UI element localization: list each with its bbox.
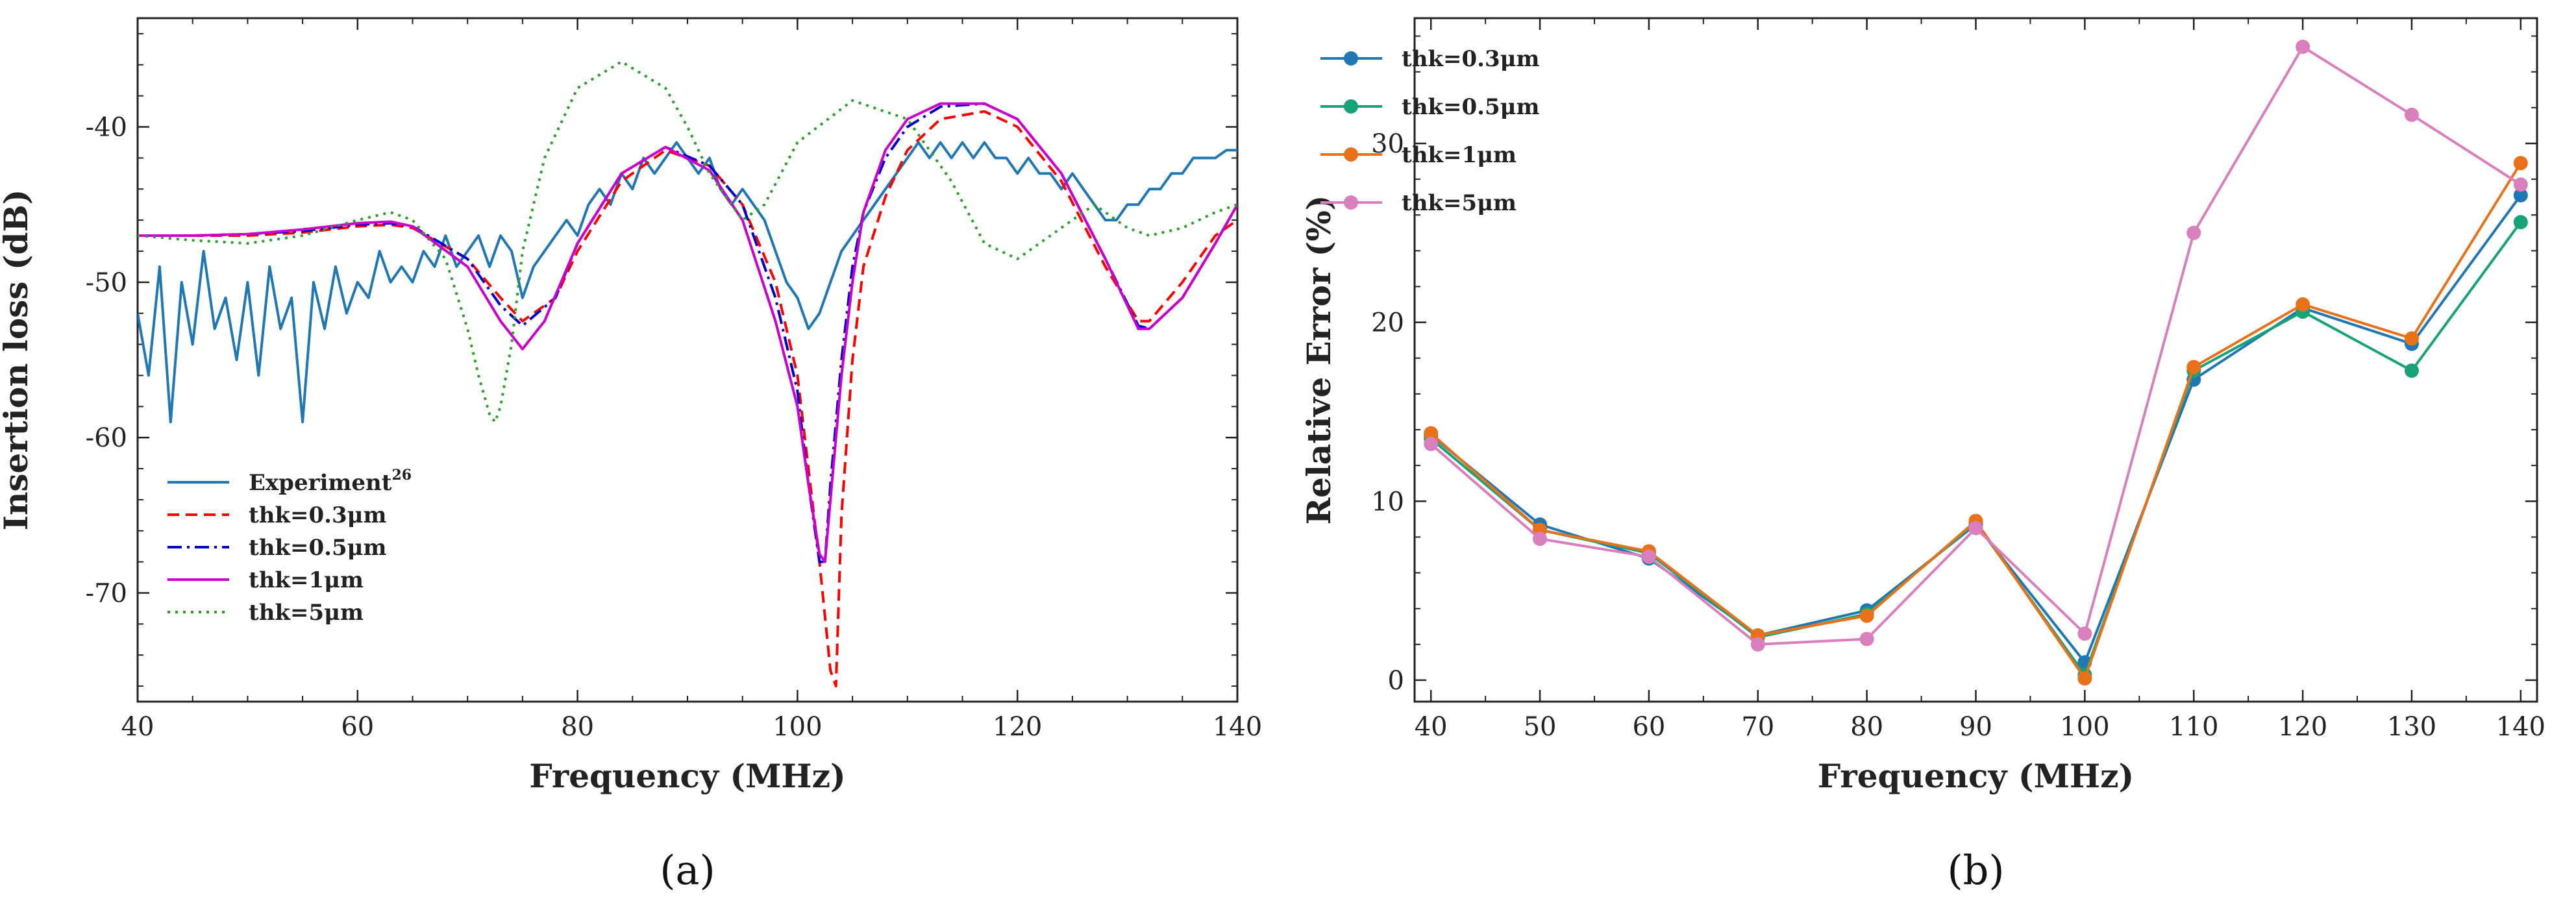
legend-label-text: thk=1μm	[1402, 142, 1517, 168]
data-point	[2404, 107, 2419, 122]
legend: thk=0.3μm thk=0.5μm thk=1μm thk=5μm	[1320, 46, 1540, 216]
legend-label-text: thk=0.5μm	[249, 535, 387, 561]
data-point	[2404, 331, 2419, 346]
legend-marker	[1344, 51, 1358, 66]
legend-label-text: Experiment	[249, 470, 392, 496]
legend-label-text: thk=5μm	[1402, 190, 1517, 216]
legend-label-text: thk=0.5μm	[1402, 94, 1540, 120]
legend-marker	[1344, 147, 1358, 162]
legend-label: thk=5μm	[1402, 190, 1517, 216]
legend-marker	[1344, 195, 1358, 210]
series-line-4	[138, 60, 1237, 424]
panel-b: 40 50 60 70 80 90 100 110 120 130 140 0 10 20 30 Freque…	[1288, 0, 2576, 910]
x-tick-label: 110	[2169, 712, 2218, 742]
x-axis-label: Frequency (MHz)	[1818, 757, 2134, 795]
x-tick-label: 40	[1415, 712, 1448, 742]
legend-label-text: thk=1μm	[249, 567, 364, 593]
x-tick-label: 60	[341, 712, 374, 742]
legend-label: thk=1μm	[1402, 142, 1517, 168]
data-point	[1533, 532, 1548, 547]
legend-label: thk=0.5μm	[1402, 94, 1540, 120]
y-tick-label: -60	[86, 423, 127, 453]
x-tick-label: 50	[1524, 712, 1557, 742]
data-point	[1968, 521, 1983, 535]
x-tick-label: 60	[1632, 712, 1665, 742]
series-line-3	[138, 102, 1237, 563]
plot-frame	[1413, 17, 2538, 703]
series-line-1	[1430, 221, 2522, 676]
x-tick-label: 140	[1213, 712, 1262, 742]
y-axis-label: Relative Error (%)	[1300, 195, 1338, 525]
x-tick-label: 120	[993, 712, 1042, 742]
legend-marker	[1344, 99, 1358, 114]
x-axis-label: Frequency (MHz)	[529, 757, 845, 795]
data-point	[1424, 426, 1439, 441]
data-point	[2077, 671, 2092, 686]
x-tick-label: 80	[561, 712, 594, 742]
x-tick-label: 80	[1850, 712, 1883, 742]
y-tick-label: 10	[1371, 487, 1404, 517]
data-point	[2513, 215, 2528, 230]
y-tick-label: -40	[86, 113, 127, 143]
legend-label-text: thk=0.3μm	[1402, 46, 1540, 72]
data-point	[2513, 156, 2528, 171]
x-tick-label: 100	[773, 712, 822, 742]
legend: Experiment26 thk=0.3μm thk=0.5μm thk=1μm thk…	[167, 467, 412, 626]
data-point	[2513, 177, 2528, 192]
data-point	[1859, 608, 1874, 623]
legend-label: thk=0.3μm	[1402, 46, 1540, 72]
legend-label-text: thk=5μm	[249, 600, 364, 626]
legend-label-superscript: 26	[391, 467, 412, 484]
legend-label: thk=5μm	[249, 600, 364, 626]
series-group	[138, 60, 1237, 688]
y-tick-label: 20	[1371, 308, 1404, 338]
data-point	[1424, 437, 1439, 452]
legend-label-text: thk=0.3μm	[249, 502, 387, 528]
series-line-3	[1430, 45, 2521, 646]
data-point	[1859, 632, 1874, 646]
x-tick-label: 90	[1959, 712, 1992, 742]
legend-label: Experiment26	[249, 467, 412, 496]
insertion-loss-chart: 40 60 80 100 120 140 -70 -60 -50 -40 Frequency (MH…	[0, 17, 1262, 894]
data-point	[1750, 637, 1765, 652]
relative-error-chart: 40 50 60 70 80 90 100 110 120 130 1400102030Freque…	[1300, 17, 2545, 894]
series-line-0	[138, 141, 1237, 424]
legend-label: thk=0.5μm	[249, 535, 387, 561]
panel-a: 40 60 80 100 120 140 -70 -60 -50 -40 Frequency (MH…	[0, 17, 1262, 894]
legend-label: thk=0.3μm	[249, 502, 387, 528]
panel-caption: (a)	[660, 846, 715, 894]
legend-label: thk=1μm	[249, 567, 364, 593]
data-point	[2077, 626, 2092, 641]
y-axis-label: Insertion loss (dB)	[0, 190, 35, 531]
data-point	[2404, 363, 2419, 378]
data-point	[2513, 188, 2528, 203]
series-line-0	[1430, 194, 2522, 664]
x-tick-label: 40	[121, 712, 155, 742]
series-group	[1424, 40, 2528, 686]
data-point	[2296, 297, 2310, 312]
x-tick-label: 100	[2060, 712, 2109, 742]
x-tick-label: 130	[2387, 712, 2436, 742]
y-tick-label: -50	[86, 268, 127, 298]
y-tick-label: 0	[1388, 666, 1404, 696]
data-point	[2186, 225, 2201, 240]
data-point	[2186, 360, 2201, 375]
panel-caption: (b)	[1947, 846, 2004, 894]
x-tick-label: 70	[1741, 712, 1774, 742]
data-point	[1641, 549, 1656, 564]
series-line-2	[1430, 162, 2522, 680]
data-point	[2296, 40, 2310, 55]
y-tick-label: -70	[86, 578, 127, 608]
x-tick-label: 120	[2278, 712, 2327, 742]
x-tick-label: 140	[2496, 712, 2545, 742]
